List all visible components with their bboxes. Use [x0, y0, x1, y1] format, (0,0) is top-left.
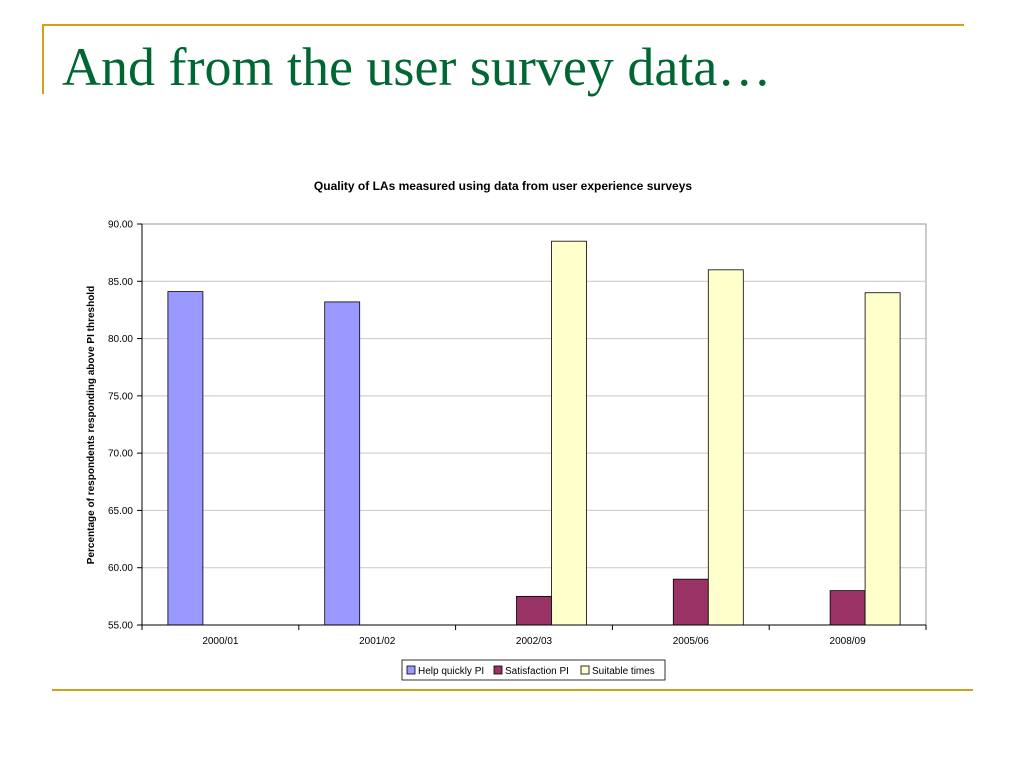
- bar-satisfaction-pi-2005-06: [672, 578, 709, 626]
- legend-label: Suitable times: [592, 666, 655, 677]
- bar-help-quickly-pi-2000-01: [167, 291, 204, 626]
- y-axis-label: Percentage of respondents responding abo…: [86, 286, 97, 564]
- grid-lines: [141, 223, 927, 626]
- x-tick-label: 2002/03: [516, 636, 553, 647]
- legend-label: Satisfaction PI: [505, 666, 569, 677]
- y-tick-label: 90.00: [108, 220, 133, 231]
- legend-label: Help quickly PI: [418, 666, 484, 677]
- legend-box: [401, 659, 666, 681]
- chart-title: Quality of LAs measured using data from …: [314, 179, 692, 193]
- legend: Help quickly PI Satisfaction PI Suitable t…: [401, 659, 666, 681]
- legend-swatch: [493, 665, 503, 675]
- frame-left-rule: [42, 24, 44, 94]
- x-tick-label: 2005/06: [673, 636, 710, 647]
- bar-suitable-times-2008-09: [864, 292, 901, 626]
- x-tick-label: 2000/01: [202, 636, 239, 647]
- y-tick-label: 80.00: [108, 334, 133, 345]
- bar-satisfaction-pi-2008-09: [829, 590, 866, 626]
- legend-swatch: [580, 665, 590, 675]
- bars: [167, 240, 901, 626]
- x-tick-label: 2001/02: [359, 636, 396, 647]
- y-tick-label: 85.00: [108, 277, 133, 288]
- frame-bottom-rule: [52, 689, 973, 691]
- bar-satisfaction-pi-2002-03: [516, 595, 552, 626]
- y-tick-label: 55.00: [108, 621, 133, 632]
- y-tick-label: 65.00: [108, 506, 133, 517]
- y-tick-label: 75.00: [108, 391, 133, 402]
- bar-suitable-times-2005-06: [707, 269, 744, 626]
- y-tick-label: 70.00: [108, 449, 133, 460]
- x-tick-label: 2008/09: [830, 636, 867, 647]
- bar-help-quickly-pi-2001-02: [324, 301, 361, 626]
- axes: 55.00 60.00 65.00 70.00 75.00 80.00 85.00 90.00…: [108, 220, 927, 647]
- plot-area: [141, 223, 927, 626]
- frame-top-rule: [42, 24, 964, 26]
- bar-suitable-times-2002-03: [551, 240, 587, 626]
- slide-title: And from the user survey data…: [62, 37, 772, 97]
- legend-swatch: [406, 665, 416, 675]
- y-tick-label: 60.00: [108, 563, 133, 574]
